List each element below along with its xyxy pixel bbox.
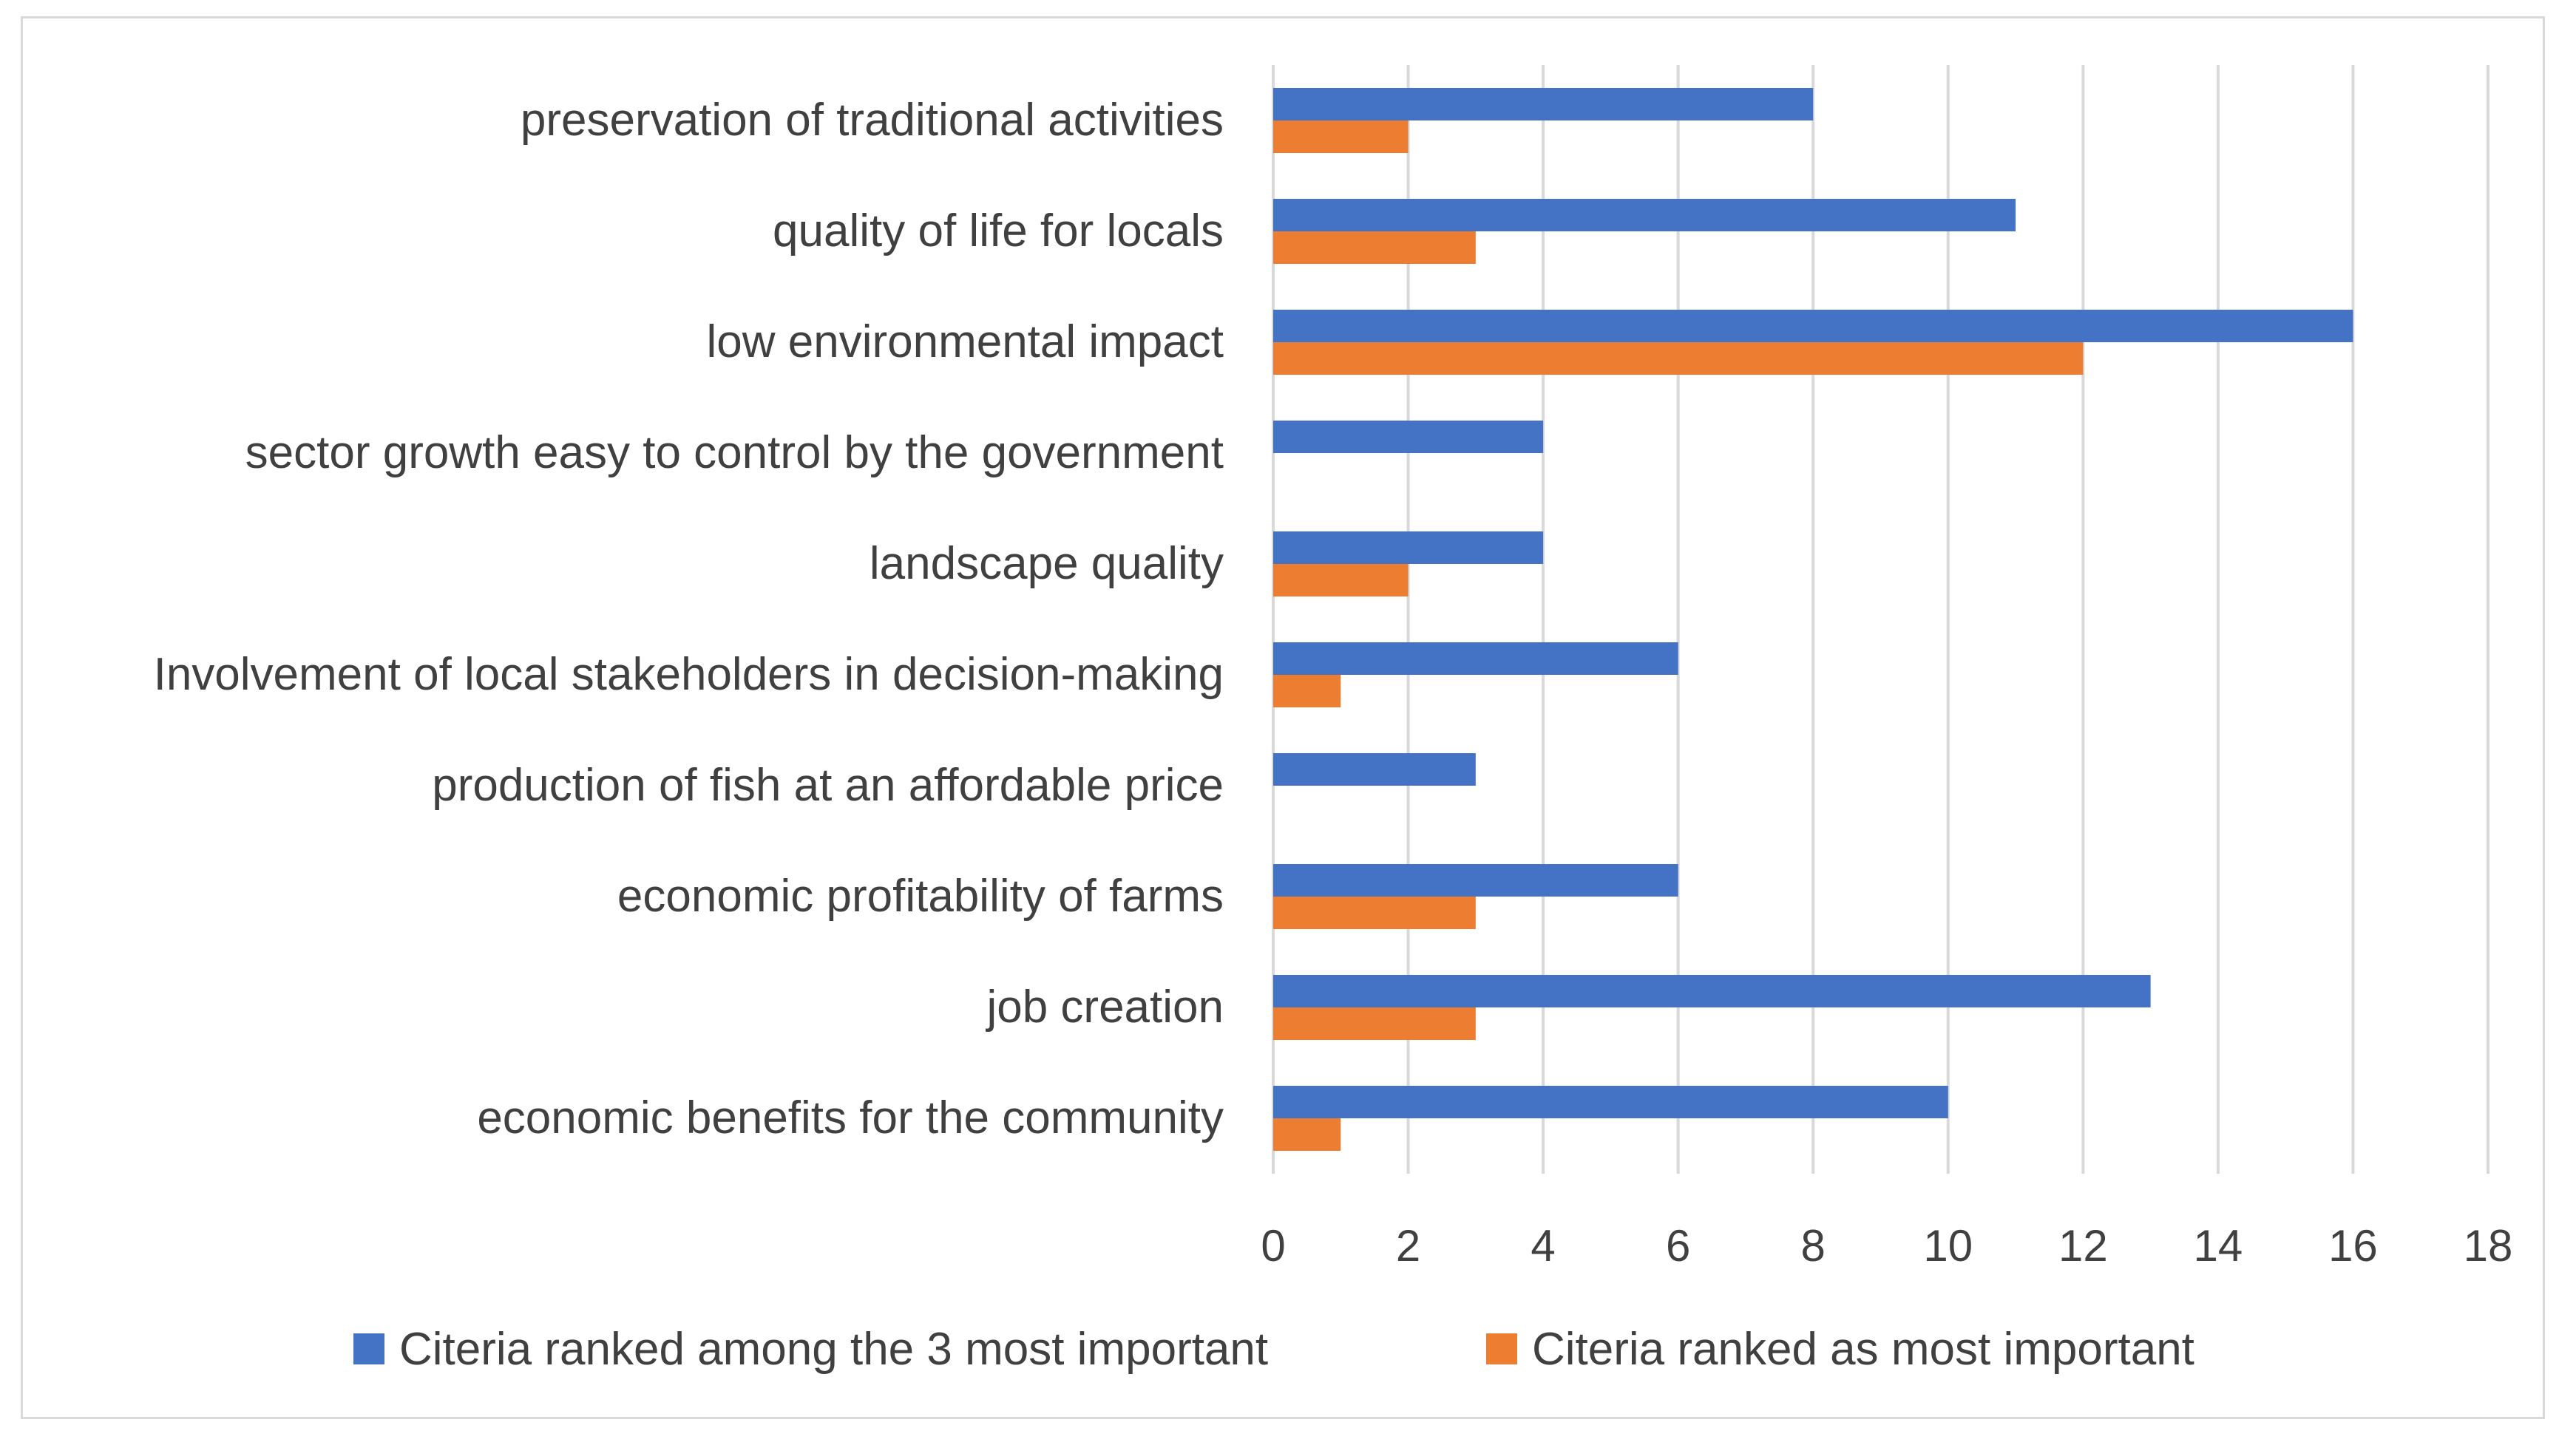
- legend-label: Citeria ranked among the 3 most importan…: [399, 1324, 1268, 1375]
- legend-swatch: [353, 1333, 384, 1364]
- category-label: sector growth easy to control by the gov…: [245, 427, 1224, 478]
- bar-top3: [1273, 864, 1678, 897]
- category-label: production of fish at an affordable pric…: [432, 760, 1224, 811]
- bar-most-important: [1273, 1118, 1341, 1151]
- category-label: economic benefits for the community: [477, 1092, 1224, 1143]
- bar-most-important: [1273, 1007, 1476, 1040]
- bar-top3: [1273, 199, 2016, 231]
- bar-top3: [1273, 642, 1678, 675]
- bar-most-important: [1273, 231, 1476, 264]
- bar-top3: [1273, 753, 1476, 786]
- bar-most-important: [1273, 342, 2084, 375]
- category-label: quality of life for locals: [773, 205, 1224, 256]
- x-tick-label: 18: [2464, 1221, 2513, 1271]
- x-tick-label: 8: [1801, 1221, 1826, 1271]
- legend: Citeria ranked among the 3 most importan…: [353, 1324, 2194, 1375]
- bar-most-important: [1273, 120, 1409, 153]
- bar-top3: [1273, 310, 2353, 342]
- bar-top3: [1273, 1086, 1948, 1118]
- category-label: Involvement of local stakeholders in dec…: [154, 649, 1224, 700]
- bars: [1273, 88, 2353, 1151]
- x-tick-labels: 0 2 4 6 8 10 12 14 16 18: [1261, 1221, 2512, 1271]
- legend-label: Citeria ranked as most important: [1532, 1324, 2194, 1375]
- bar-top3: [1273, 88, 1814, 120]
- bar-top3: [1273, 531, 1544, 564]
- x-tick-label: 10: [1923, 1221, 1973, 1271]
- category-label: economic profitability of farms: [617, 871, 1224, 922]
- x-tick-label: 12: [2058, 1221, 2108, 1271]
- category-labels: preservation of traditional activities qu…: [154, 95, 1224, 1143]
- bar-most-important: [1273, 897, 1476, 929]
- category-label: low environmental impact: [706, 316, 1224, 367]
- category-label: job creation: [985, 982, 1224, 1033]
- x-tick-label: 2: [1396, 1221, 1420, 1271]
- x-tick-label: 6: [1666, 1221, 1690, 1271]
- bar-most-important: [1273, 564, 1409, 596]
- x-tick-label: 14: [2194, 1221, 2243, 1271]
- category-label: landscape quality: [870, 538, 1224, 589]
- x-tick-label: 0: [1261, 1221, 1285, 1271]
- bar-most-important: [1273, 675, 1341, 707]
- legend-swatch: [1486, 1333, 1517, 1364]
- bar-top3: [1273, 975, 2151, 1007]
- bar-top3: [1273, 421, 1544, 453]
- x-tick-label: 4: [1531, 1221, 1555, 1271]
- x-tick-label: 16: [2328, 1221, 2378, 1271]
- category-label: preservation of traditional activities: [521, 95, 1224, 146]
